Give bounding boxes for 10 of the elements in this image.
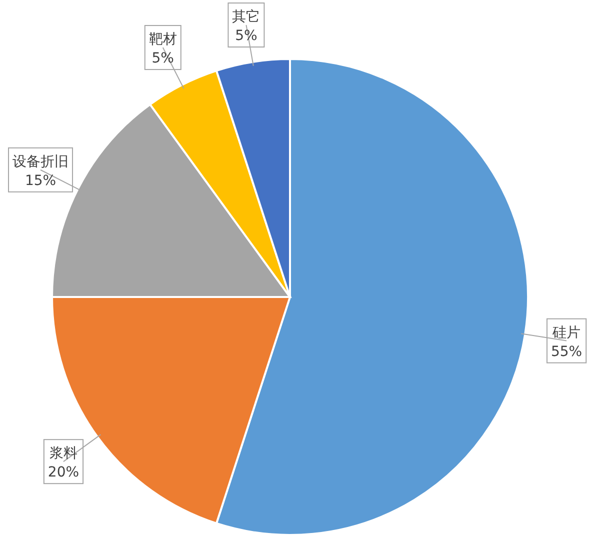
data-label: 20% — [48, 464, 80, 481]
slice-label: 靶材 — [148, 32, 177, 48]
data-label: 5% — [235, 28, 258, 44]
slice-label: 其它 — [232, 9, 260, 25]
data-label: 55% — [550, 344, 582, 360]
data-label: 5% — [152, 50, 174, 67]
slice-label: 浆料 — [49, 446, 78, 462]
data-label: 15% — [24, 172, 56, 189]
slice-label: 设备折旧 — [12, 154, 69, 170]
slice-label: 硅片 — [552, 324, 581, 341]
